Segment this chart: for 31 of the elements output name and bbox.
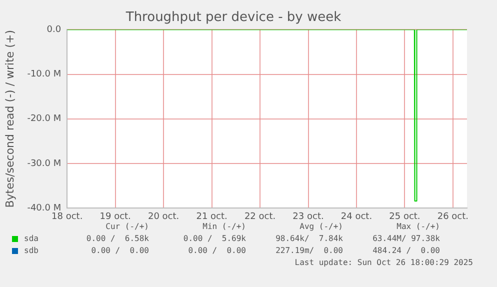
x-tick-label: 21 oct.	[196, 212, 228, 222]
x-tick-label: 26 oct.	[437, 212, 469, 222]
x-tick-label: 18 oct.	[52, 212, 83, 222]
text: 0.00 / 6.58k	[85, 233, 149, 245]
y-tick-label: 0.0	[46, 24, 62, 35]
text: 0.00 / 5.69k	[182, 233, 246, 245]
y-tick-label: -20.0 M	[27, 114, 62, 124]
text: Cur (-/+)	[104, 221, 149, 233]
x-tick-label: 24 oct.	[340, 212, 372, 222]
x-tick-label: 20 oct.	[148, 212, 180, 222]
legend-label: sdb	[24, 245, 38, 257]
y-axis-title: Bytes/second read (-) / write (+)	[3, 30, 16, 208]
text: Avg (-/+)	[298, 221, 343, 233]
text: Last update: Sun Oct 26 18:00:29 2025	[294, 258, 473, 267]
y-tick-label: -10.0 M	[27, 70, 62, 80]
text: Min (-/+)	[202, 221, 246, 233]
text: 63.44M/ 97.38k	[372, 233, 440, 245]
y-tick-label: -30.0 M	[27, 158, 62, 169]
x-tick-label: 25 oct.	[389, 212, 420, 222]
x-tick-label: 23 oct.	[292, 212, 324, 222]
text: Max (-/+)	[396, 221, 440, 233]
x-tick-label: 19 oct.	[100, 212, 131, 222]
text: 227.19m/ 0.00	[274, 245, 343, 257]
text: 98.64k/ 7.84k	[274, 233, 343, 245]
chart-title: Throughput per device - by week	[124, 10, 342, 26]
text: 484.24 / 0.00	[372, 245, 440, 257]
x-tick-label: 22 oct.	[244, 212, 276, 222]
text: 0.00 / 0.00	[90, 245, 149, 257]
legend-label: sda	[24, 233, 38, 245]
text: 0.00 / 0.00	[187, 245, 246, 257]
y-tick-label: -40.0 M	[27, 204, 62, 214]
